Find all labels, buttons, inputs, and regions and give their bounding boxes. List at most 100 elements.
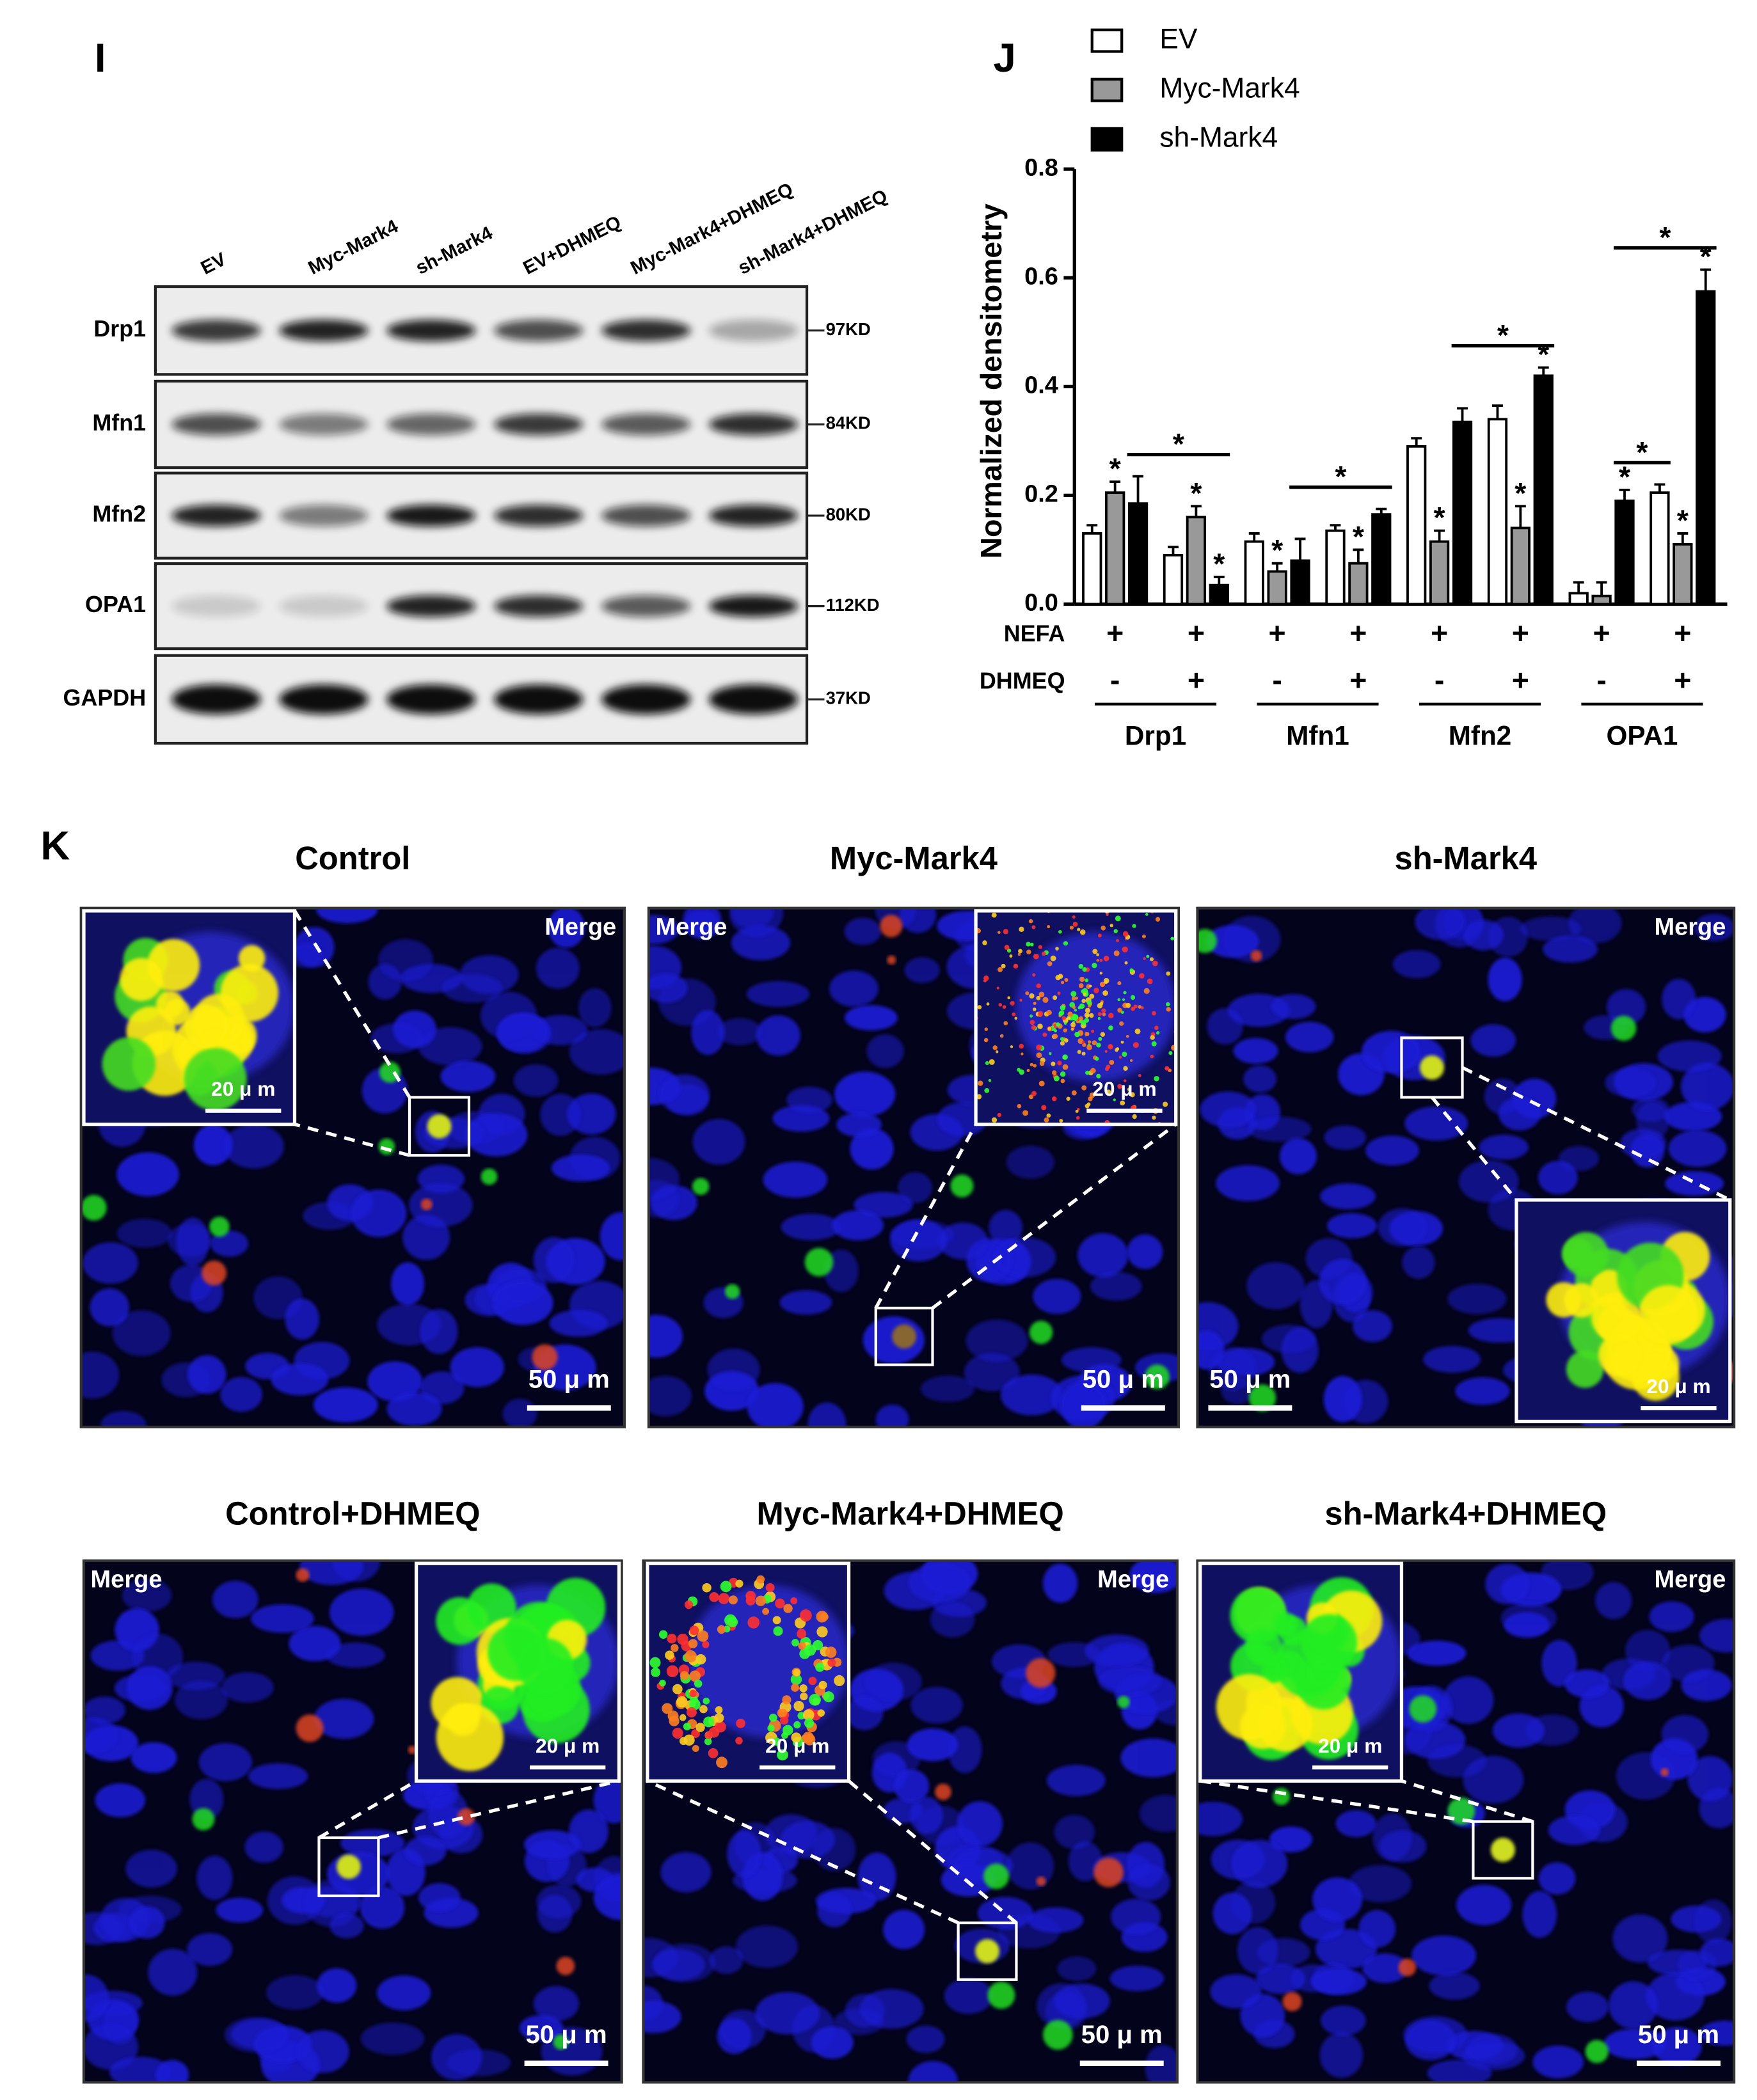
nucleus <box>692 1119 745 1165</box>
nucleus <box>845 1005 898 1030</box>
inset-speckle <box>1019 999 1022 1002</box>
nucleus <box>267 1876 322 1925</box>
condition-value: + <box>1431 616 1448 649</box>
nucleus <box>198 1742 253 1781</box>
inset-speckle <box>1191 970 1196 975</box>
nucleus <box>660 1852 712 1893</box>
inset-speckle <box>1036 995 1041 1000</box>
inset-speckle <box>1191 1000 1195 1003</box>
nucleus <box>1212 1892 1252 1934</box>
nucleus <box>224 2017 289 2053</box>
y-tick-label: 0.8 <box>1024 154 1058 181</box>
inset-speckle <box>1036 1044 1042 1051</box>
nucleus <box>1620 1128 1666 1159</box>
size-label: 97KD <box>826 319 871 339</box>
inset-scale-label: 20 μ m <box>765 1734 829 1757</box>
nucleus <box>859 1989 924 2029</box>
inset-speckle <box>793 1721 801 1729</box>
inset-speckle <box>1070 1027 1074 1031</box>
nucleus <box>659 1074 710 1114</box>
inset-speckle <box>1115 1048 1118 1052</box>
inset-speckle <box>1139 1084 1143 1088</box>
blot-strip <box>154 285 809 376</box>
lane-label: sh-Mark4 <box>412 222 496 279</box>
signal-spot <box>296 1714 324 1742</box>
legend-swatch <box>1090 127 1124 152</box>
inset-speckle <box>1036 983 1042 988</box>
nucleus <box>1687 1756 1733 1801</box>
nucleus <box>1488 958 1522 1002</box>
protein-label: Mfn2 <box>92 501 146 527</box>
legend-label: EV <box>1159 23 1198 54</box>
nucleus <box>220 1377 263 1412</box>
nucleus <box>1694 913 1735 942</box>
y-tick-label: 0.4 <box>1024 372 1058 399</box>
signal-spot <box>892 1324 917 1349</box>
nucleus <box>948 1726 982 1773</box>
inset-speckle <box>1138 1005 1142 1009</box>
significance-star: * <box>1271 533 1284 567</box>
inset-speckle <box>1060 1037 1065 1041</box>
nucleus <box>834 1071 896 1117</box>
signal-spot <box>457 1808 475 1826</box>
nucleus <box>883 1909 925 1950</box>
condition-value: + <box>1269 616 1286 649</box>
signal-spot <box>1248 1384 1276 1412</box>
bar <box>1348 562 1369 606</box>
signal-spot <box>379 1061 401 1083</box>
band <box>279 684 369 714</box>
nucleus <box>1609 1981 1658 2029</box>
inset-speckle <box>1065 897 1069 901</box>
inset-speckle <box>1101 925 1106 931</box>
inset-speckle <box>791 1684 799 1692</box>
nucleus <box>1466 2033 1518 2065</box>
lane-label: Myc-Mark4 <box>305 216 402 279</box>
signal-spot <box>553 2034 569 2050</box>
nucleus <box>648 915 680 945</box>
nucleus <box>420 1309 458 1354</box>
inset-blob <box>1301 1614 1358 1671</box>
signal-spot <box>950 1174 974 1197</box>
nucleus <box>103 2003 137 2044</box>
inset-speckle <box>1061 891 1064 894</box>
inset-speckle <box>696 1654 706 1665</box>
significance-star: * <box>1434 501 1446 534</box>
inset-speckle <box>688 1639 698 1648</box>
inset-speckle <box>694 1679 703 1688</box>
inset-speckle <box>1156 1031 1160 1035</box>
inset-speckle <box>692 1744 699 1752</box>
inset-speckle <box>1049 1052 1052 1055</box>
inset-speckle <box>779 1709 788 1717</box>
inset-speckle <box>659 1679 666 1687</box>
nucleus <box>569 1029 624 1075</box>
nucleus <box>1207 1007 1243 1045</box>
inset-speckle <box>1063 1038 1069 1043</box>
group-label: Mfn2 <box>1449 721 1512 751</box>
nucleus <box>1120 1738 1177 1778</box>
inset-speckle <box>1109 924 1113 928</box>
inset-speckle <box>1113 950 1120 956</box>
nucleus <box>95 1783 146 1817</box>
inset-blob <box>1230 1587 1287 1644</box>
nucleus <box>1129 1560 1177 1593</box>
inset-speckle <box>667 1634 677 1644</box>
significance-star: * <box>1213 547 1225 580</box>
signal-spot <box>1145 1364 1170 1389</box>
inset-speckle <box>1151 1011 1156 1016</box>
inset-speckle <box>1118 1055 1122 1059</box>
nucleus <box>1543 935 1598 963</box>
inset-speckle <box>658 1630 668 1639</box>
inset-speckle <box>772 1737 781 1746</box>
bar <box>1209 583 1229 606</box>
nucleus <box>428 1790 468 1838</box>
nucleus <box>1028 1907 1084 1933</box>
nucleus <box>1603 2028 1667 2060</box>
nucleus <box>551 1154 610 1181</box>
inset-speckle <box>1123 1079 1127 1083</box>
inset-speckle <box>1030 897 1034 901</box>
band <box>494 595 584 617</box>
inset-speckle <box>683 1734 695 1746</box>
image-title: Myc-Mark4 <box>830 840 998 876</box>
nucleus <box>1699 1618 1735 1653</box>
nucleus <box>1456 1884 1512 1925</box>
